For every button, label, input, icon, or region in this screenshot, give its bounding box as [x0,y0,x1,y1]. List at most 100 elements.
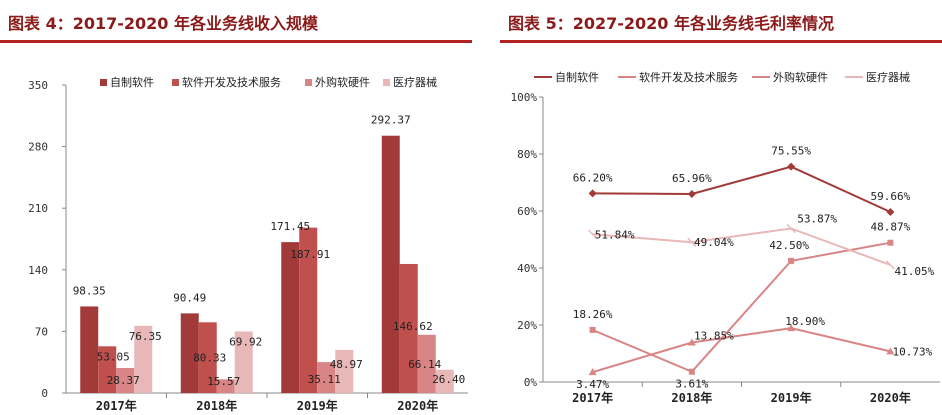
y-tick-label: 80% [517,148,537,161]
data-point [885,260,895,270]
data-label: 18.90% [785,315,825,328]
x-tick-label: 2019年 [771,390,812,405]
legend-item: 软件开发及技术服务 [172,75,281,89]
data-label: 42.50% [769,239,809,252]
data-label: 171.45 [270,220,310,233]
revenue-title-rule [0,40,472,43]
data-point [588,229,598,239]
data-label: 10.73% [893,345,933,358]
data-label: 28.37 [107,374,140,387]
y-tick-label: 0 [41,387,48,400]
y-tick-label: 20% [517,319,537,332]
revenue-bar-chart: 0 70 140 210 280 350 2017年 2018年 2019年 2020年 98.35… [28,75,468,413]
bar [98,346,117,393]
series-line [592,165,891,213]
data-point [787,162,796,171]
legend-swatch [100,79,107,86]
series-line [592,327,891,374]
margin-title-rule [500,40,942,43]
bar [234,331,253,393]
legend-label: 外购软硬件 [773,70,828,84]
data-point [687,190,696,199]
data-label: 26.40 [432,373,465,386]
legend-item: 自制软件 [534,70,599,84]
data-point [886,207,895,216]
data-label: 292.37 [371,114,411,127]
data-point [688,368,695,375]
bar [335,349,354,393]
margin-line-chart: 0% 20% 40% 60% 80% 100% 2017年 2018年 2019年 2020年 66… [511,70,940,405]
data-label: 53.05 [97,350,130,363]
data-point [786,223,796,234]
x-tick-label: 2018年 [196,398,237,413]
data-label: 35.11 [308,373,341,386]
y-tick-label: 100% [511,91,538,104]
data-point [589,326,596,333]
data-point [788,257,795,264]
margin-chart-panel: 图表 5：2027-2020 年各业务线毛利率情况 0% 20% 40% 60% 80%… [500,0,942,415]
legend-item: 医疗器械 [383,75,437,89]
data-point [886,347,895,355]
x-tick-label: 2019年 [297,398,338,413]
bar [134,325,153,393]
legend-label: 软件开发及技术服务 [182,75,281,89]
legend-label: 医疗器械 [393,75,437,89]
legend-label: 自制软件 [110,75,154,89]
bar [80,306,99,393]
data-label: 80.33 [193,352,226,365]
legend-label: 自制软件 [555,70,599,84]
data-point [887,239,894,246]
data-point [588,368,597,376]
data-label: 65.96% [672,172,712,185]
data-label: 90.49 [173,291,206,304]
x-tick-label: 2017年 [572,390,613,405]
legend-label: 软件开发及技术服务 [639,70,738,84]
data-point [687,338,696,346]
data-label: 59.66% [871,190,911,203]
data-label: 3.47% [576,378,609,391]
legend-swatch [172,79,179,86]
bar [198,322,217,393]
legend-item: 外购软硬件 [752,70,828,84]
legend-label: 外购软硬件 [315,75,370,89]
data-point [687,237,697,247]
y-tick-label: 0% [524,376,538,389]
y-tick-label: 40% [517,262,537,275]
data-label: 66.14 [408,358,441,371]
line-legend: 自制软件 软件开发及技术服务 外购软硬件 医疗器械 [534,70,910,84]
data-label: 48.97 [330,358,363,371]
legend-item: 外购软硬件 [305,75,370,89]
data-label: 98.35 [73,284,106,297]
bar [281,242,300,393]
revenue-chart-panel: 图表 4：2017-2020 年各业务线收入规模 0 70 140 210 280 350… [0,14,472,413]
data-point [787,324,796,332]
bar-legend: 自制软件 软件开发及技术服务 外购软硬件 医疗器械 [100,75,437,89]
data-label: 49.04% [694,236,734,249]
bar [417,334,436,393]
data-label: 76.35 [129,330,162,343]
legend-item: 医疗器械 [845,70,910,84]
data-label: 69.92 [229,335,262,348]
bar [435,369,454,393]
data-label: 3.61% [675,378,708,391]
bar [180,313,199,393]
revenue-chart-title: 图表 4：2017-2020 年各业务线收入规模 [8,14,318,33]
data-point [588,189,597,198]
y-tick-label: 70 [35,325,48,338]
data-label: 41.05% [895,265,935,278]
x-tick-label: 2018年 [671,390,712,405]
x-tick-label: 2020年 [870,390,911,405]
y-tick-label: 280 [28,141,48,154]
data-label: 18.26% [573,308,613,321]
legend-swatch [305,79,312,86]
legend-item: 自制软件 [100,75,154,89]
bar [399,263,418,393]
y-tick-label: 350 [28,79,48,92]
x-tick-label: 2020年 [397,398,438,413]
data-label: 53.87% [797,212,837,225]
data-label: 48.87% [871,221,911,234]
data-label: 187.91 [290,248,330,261]
data-label: 75.55% [771,145,811,158]
bar [299,227,318,393]
y-tick-label: 140 [28,264,48,277]
